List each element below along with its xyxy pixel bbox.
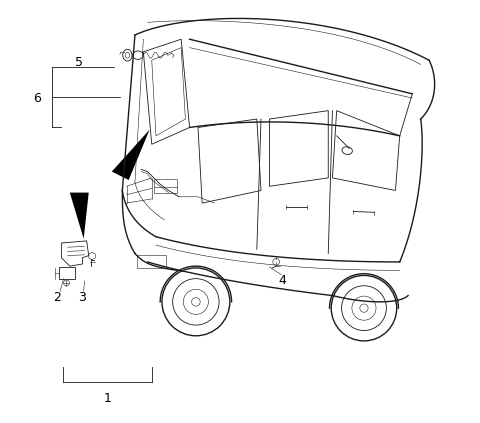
Text: 3: 3 bbox=[78, 291, 86, 304]
Polygon shape bbox=[70, 192, 89, 239]
Bar bbox=[137, 255, 167, 268]
Text: 2: 2 bbox=[53, 291, 61, 304]
Text: 6: 6 bbox=[34, 91, 41, 104]
Text: 4: 4 bbox=[278, 275, 286, 287]
Bar bbox=[154, 179, 177, 192]
Text: 1: 1 bbox=[104, 392, 111, 405]
Bar bbox=[60, 267, 75, 279]
Polygon shape bbox=[112, 129, 150, 180]
Text: 5: 5 bbox=[75, 56, 84, 69]
